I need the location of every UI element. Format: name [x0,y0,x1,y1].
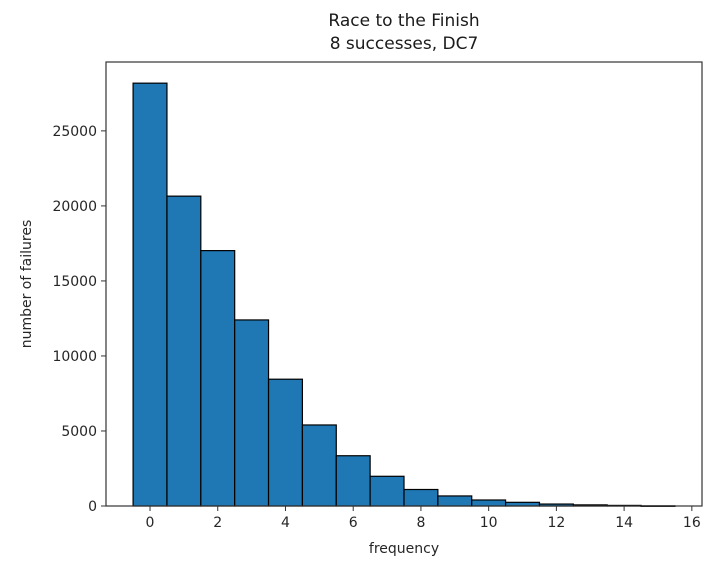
x-tick-label: 14 [615,515,633,531]
histogram-bar [132,82,168,507]
x-axis-label: frequency [369,541,439,557]
x-tick-label: 2 [213,515,222,531]
x-axis-ticks: 0 2 4 6 8 10 12 14 16 [146,506,701,531]
y-tick-label: 25000 [52,124,97,140]
histogram-bar [437,495,473,507]
y-tick-label: 10000 [52,349,97,365]
x-tick-label: 16 [683,515,701,531]
histogram-bar [234,319,270,507]
histogram-bar [403,488,439,507]
x-tick-label: 8 [416,515,425,531]
histogram-bar [369,475,405,507]
histogram-bar [166,195,202,507]
x-tick-label: 4 [281,515,290,531]
histogram-bar [267,378,304,507]
histogram-bar [301,424,337,507]
x-tick-label: 0 [146,515,155,531]
histogram-bar [471,499,507,507]
y-tick-label: 0 [88,499,97,515]
y-tick-label: 15000 [52,274,97,290]
y-tick-label: 20000 [52,199,97,215]
x-tick-label: 6 [349,515,358,531]
x-tick-label: 10 [480,515,498,531]
y-tick-label: 5000 [61,424,97,440]
chart-subtitle: 8 successes, DC7 [330,34,479,54]
y-axis-ticks: 0 5000 10000 15000 20000 25000 [52,124,106,515]
bars-group [132,82,676,507]
plot-frame [105,61,703,507]
x-tick-label: 12 [547,515,565,531]
y-axis-label: number of failures [19,220,35,349]
histogram-bar [200,250,236,507]
chart-title: Race to the Finish [328,11,479,31]
histogram-bar [335,455,371,507]
